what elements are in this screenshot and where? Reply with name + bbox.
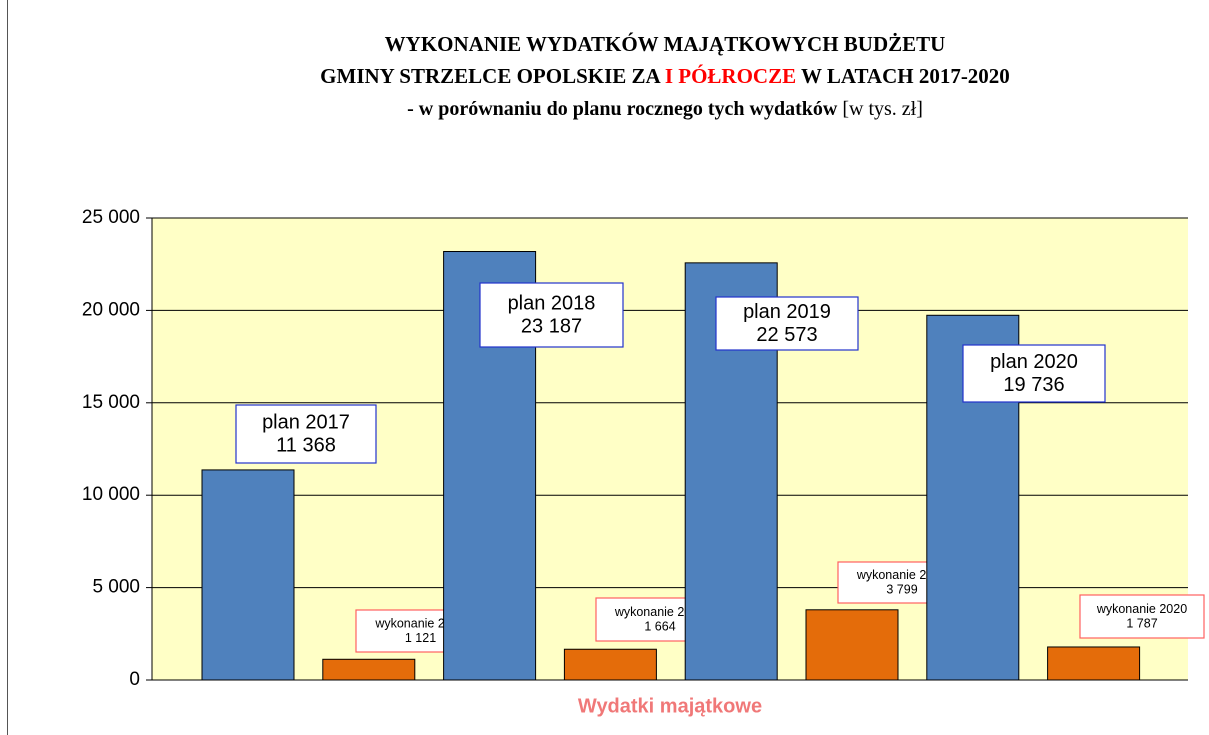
x-axis-label: Wydatki majątkowe [578, 695, 762, 717]
label-box [479, 282, 624, 348]
data-label: 22 573 [756, 324, 817, 346]
bar [322, 658, 416, 681]
chart-title: GMINY STRZELCE OPOLSKIE ZA I PÓŁROCZE W … [320, 64, 1010, 88]
series-name: wykonanie 2020 [1096, 602, 1187, 616]
data-label: 11 368 [276, 434, 336, 456]
y-tick-label: 15 000 [82, 392, 140, 413]
label-box [715, 296, 859, 351]
bar [201, 469, 295, 681]
y-tick-label: 0 [129, 669, 140, 690]
bar [563, 648, 657, 681]
series-name: wykonanie 2019 [856, 568, 947, 582]
chart-title: WYKONANIE WYDATKÓW MAJĄTKOWYCH BUDŻETU [385, 32, 946, 56]
y-tick-label: 25 000 [82, 207, 140, 228]
y-tick-label: 10 000 [82, 484, 140, 505]
series-name: plan 2017 [262, 411, 350, 433]
data-label: 23 187 [521, 315, 582, 337]
series-name: plan 2020 [990, 351, 1078, 373]
label-box [1079, 594, 1205, 639]
subtitle-unit: [w tys. zł] [842, 98, 923, 120]
bar [805, 609, 899, 681]
bar [1047, 646, 1141, 681]
data-label: 1 121 [405, 631, 436, 645]
data-label: 1 664 [644, 619, 675, 633]
title-part: W LATACH 2017-2020 [796, 64, 1010, 88]
data-label: 19 736 [1003, 374, 1064, 396]
subtitle: - w porównaniu do planu rocznego tych wy… [407, 98, 923, 120]
title-highlight: I PÓŁROCZE [665, 64, 796, 88]
label-box [235, 404, 377, 464]
series-name: plan 2018 [508, 292, 596, 314]
series-name: plan 2019 [743, 301, 831, 323]
y-tick-label: 20 000 [82, 299, 140, 320]
title-part: GMINY STRZELCE OPOLSKIE ZA [320, 64, 665, 88]
label-box [962, 344, 1106, 403]
data-label: 3 799 [886, 582, 917, 596]
series-name: wykonanie 2018 [614, 605, 705, 619]
y-tick-label: 5 000 [92, 577, 140, 598]
data-label: 1 787 [1126, 616, 1157, 630]
series-name: wykonanie 2017 [374, 616, 465, 630]
subtitle-part: - w porównaniu do planu rocznego tych wy… [407, 98, 842, 120]
